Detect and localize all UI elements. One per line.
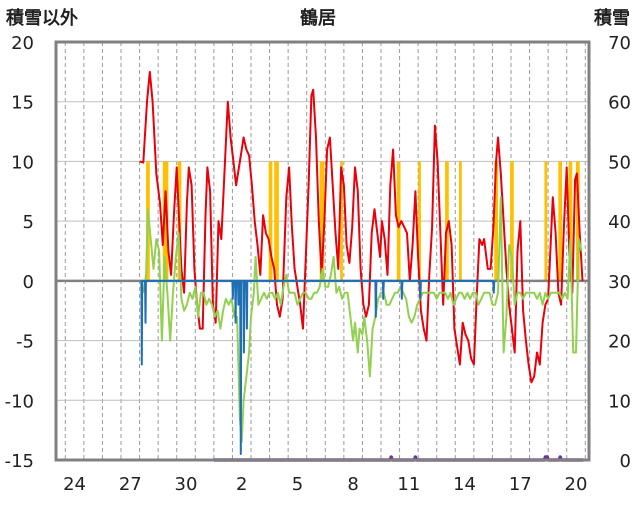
x-tick-label: 27 [119, 474, 142, 495]
y-tick-label-left: 10 [11, 152, 34, 173]
series-line-red [139, 70, 584, 384]
y-tick-label-left: 0 [23, 272, 34, 293]
series-line-blue [140, 279, 496, 455]
series-line-green [142, 196, 583, 444]
snow-bar [274, 161, 279, 281]
y-tick-label-right: 60 [608, 93, 631, 114]
y-tick-label-right: 70 [608, 33, 631, 54]
snow-bar [340, 161, 343, 281]
y-tick-label-right: 10 [608, 391, 631, 412]
x-tick-label: 8 [347, 474, 358, 495]
x-tick-label: 14 [453, 474, 476, 495]
x-tick-label: 11 [397, 474, 420, 495]
snow-bar [558, 161, 563, 281]
x-tick-label: 30 [175, 474, 198, 495]
snow-bar [568, 161, 573, 281]
x-tick-label: 5 [292, 474, 303, 495]
x-tick-label: 24 [63, 474, 86, 495]
snow-bar [576, 161, 580, 281]
snow-bar [459, 161, 462, 281]
right-axis-title: 積雪 [594, 8, 630, 29]
plot-frame [54, 40, 591, 462]
snow-bar [162, 161, 169, 281]
x-tick-label: 20 [565, 474, 588, 495]
snow-bar [510, 161, 514, 281]
left-axis-title: 積雪以外 [6, 8, 78, 29]
y-tick-label-left: 15 [11, 93, 34, 114]
snow-bar [319, 161, 325, 281]
y-tick-label-right: 0 [620, 451, 631, 472]
x-tick-label: 17 [509, 474, 532, 495]
y-tick-label-left: 20 [11, 33, 34, 54]
snow-bar [445, 161, 449, 281]
x-tick-label: 2 [236, 474, 247, 495]
snow-bar [418, 161, 421, 281]
y-tick-label-left: -15 [5, 451, 34, 472]
snow-bar [544, 161, 548, 281]
snow-bar [396, 161, 401, 281]
snow-bar [494, 161, 498, 281]
y-tick-label-left: -10 [5, 391, 34, 412]
y-tick-label-right: 30 [608, 272, 631, 293]
y-tick-label-left: -5 [16, 332, 34, 353]
y-tick-label-right: 20 [608, 332, 631, 353]
y-tick-label-right: 50 [608, 152, 631, 173]
snow-bar [268, 161, 273, 281]
y-tick-label-left: 5 [23, 212, 34, 233]
y-tick-label-right: 40 [608, 212, 631, 233]
